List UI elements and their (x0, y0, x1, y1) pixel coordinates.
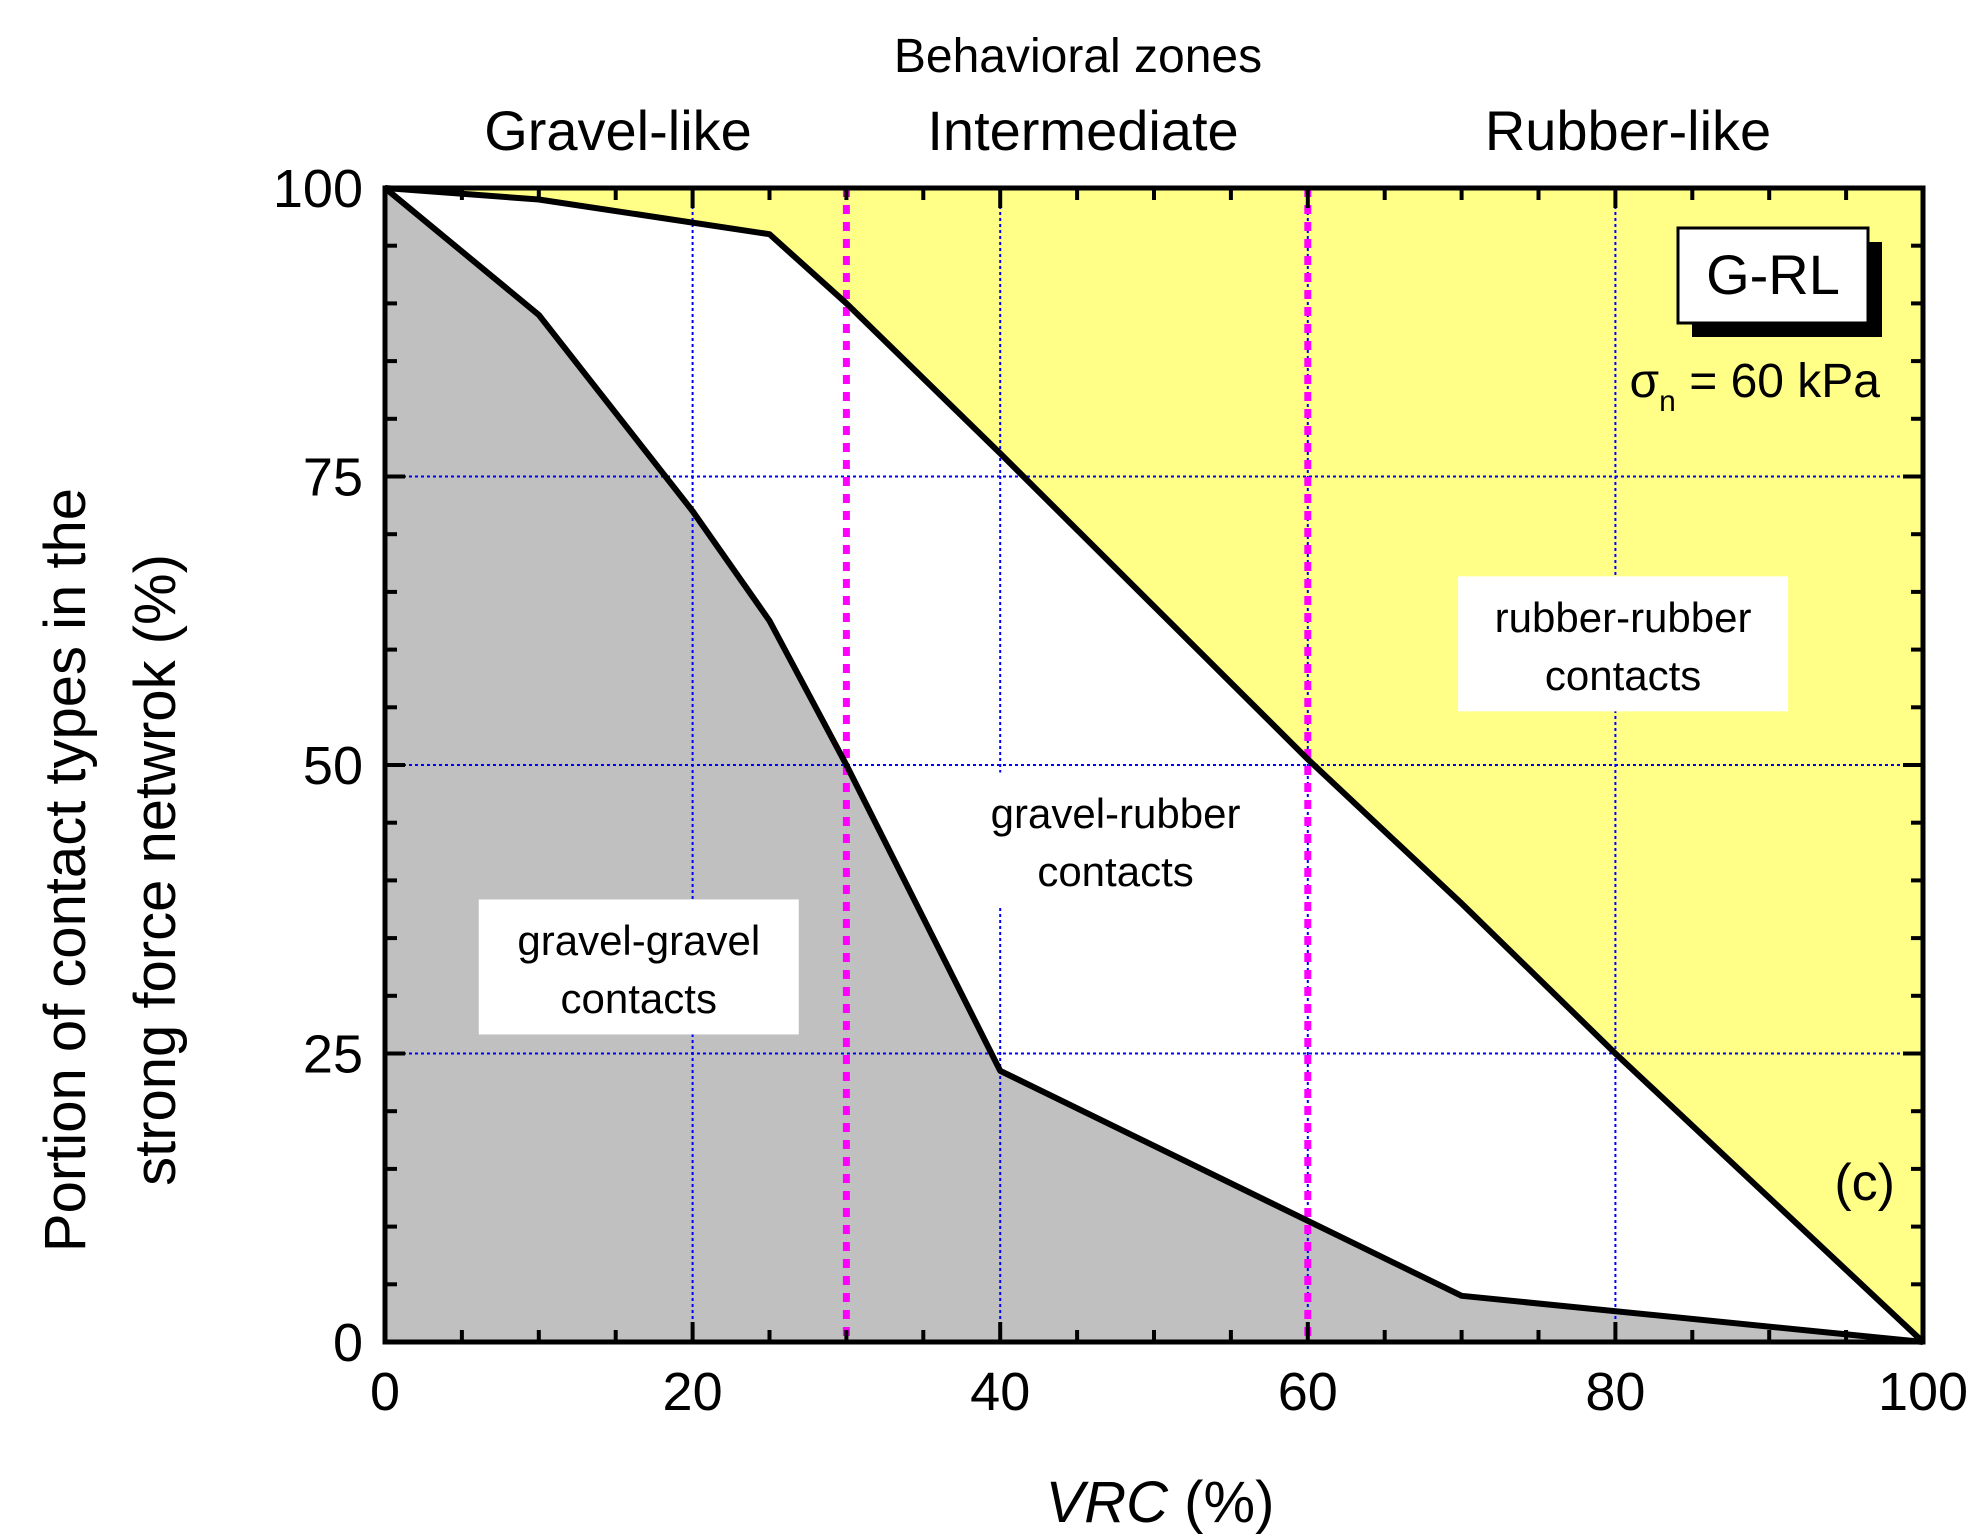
x-tick-label: 60 (1278, 1362, 1338, 1422)
y-axis-title-line-2: strong force netwrok (%) (123, 554, 188, 1186)
x-axis-title: VRC (%) (1046, 1470, 1275, 1535)
region-label-bg (940, 772, 1291, 908)
y-tick-label: 50 (303, 736, 363, 796)
gravel-rubber-curve (384, 185, 1926, 1345)
x-axis-title-main: VRC (1046, 1470, 1170, 1535)
y-tick-label: 0 (333, 1313, 363, 1373)
legend-box-label: G-RL (1706, 243, 1840, 306)
x-tick-label: 0 (370, 1362, 400, 1422)
x-tick-label: 40 (970, 1362, 1030, 1422)
zone-label-gravel-like: Gravel-like (484, 99, 752, 162)
region-label-line: rubber-rubber (1495, 594, 1752, 641)
stress-symbol: σ (1630, 355, 1660, 408)
region-label-line: gravel-rubber (991, 790, 1241, 837)
y-tick-label: 25 (303, 1025, 363, 1085)
region-label-line: contacts (561, 975, 717, 1022)
region-label-3: rubber-rubber contacts (1458, 576, 1789, 712)
panel-label: (c) (1834, 1154, 1895, 1212)
stress-value: = 60 kPa (1676, 355, 1880, 408)
normal-stress-label: σn = 60 kPa (1630, 355, 1881, 418)
region-label-bg (478, 899, 799, 1035)
region-label-1: gravel-gravel contacts (478, 899, 799, 1035)
legend-box: G-RL (1676, 226, 1882, 337)
stress-subscript: n (1659, 385, 1676, 418)
axes: 0 20 40 60 80 100 0 25 50 75 100 (273, 159, 1968, 1422)
region-label-line: contacts (1545, 652, 1701, 699)
region-label-bg (1458, 576, 1789, 712)
chart-title: Behavioral zones (894, 30, 1262, 83)
y-axis-title: Portion of contact types in the strong f… (33, 488, 188, 1252)
grid-lines (385, 188, 1923, 1342)
legend-box-frame (1676, 226, 1870, 325)
y-tick-label: 100 (273, 159, 363, 219)
region-label-2: gravel-rubber contacts (940, 772, 1291, 908)
region-label-line: gravel-gravel (517, 917, 760, 964)
x-tick-label: 20 (663, 1362, 723, 1422)
zone-label-intermediate: Intermediate (927, 99, 1238, 162)
x-axis-title-unit: (%) (1168, 1470, 1274, 1535)
series-curves (383, 185, 1926, 1345)
region-labels: gravel-gravel contacts gravel-rubber contac… (478, 576, 1789, 1035)
y-axis-title-line-1: Portion of contact types in the (33, 488, 98, 1252)
region-label-line: contacts (1037, 848, 1193, 895)
x-tick-label: 80 (1585, 1362, 1645, 1422)
zone-label-rubber-like: Rubber-like (1485, 99, 1771, 162)
gravel-gravel-curve (383, 185, 1924, 1345)
zone-boundary-lines (842, 188, 1312, 1342)
y-tick-label: 75 (303, 448, 363, 508)
x-tick-label: 100 (1878, 1362, 1968, 1422)
